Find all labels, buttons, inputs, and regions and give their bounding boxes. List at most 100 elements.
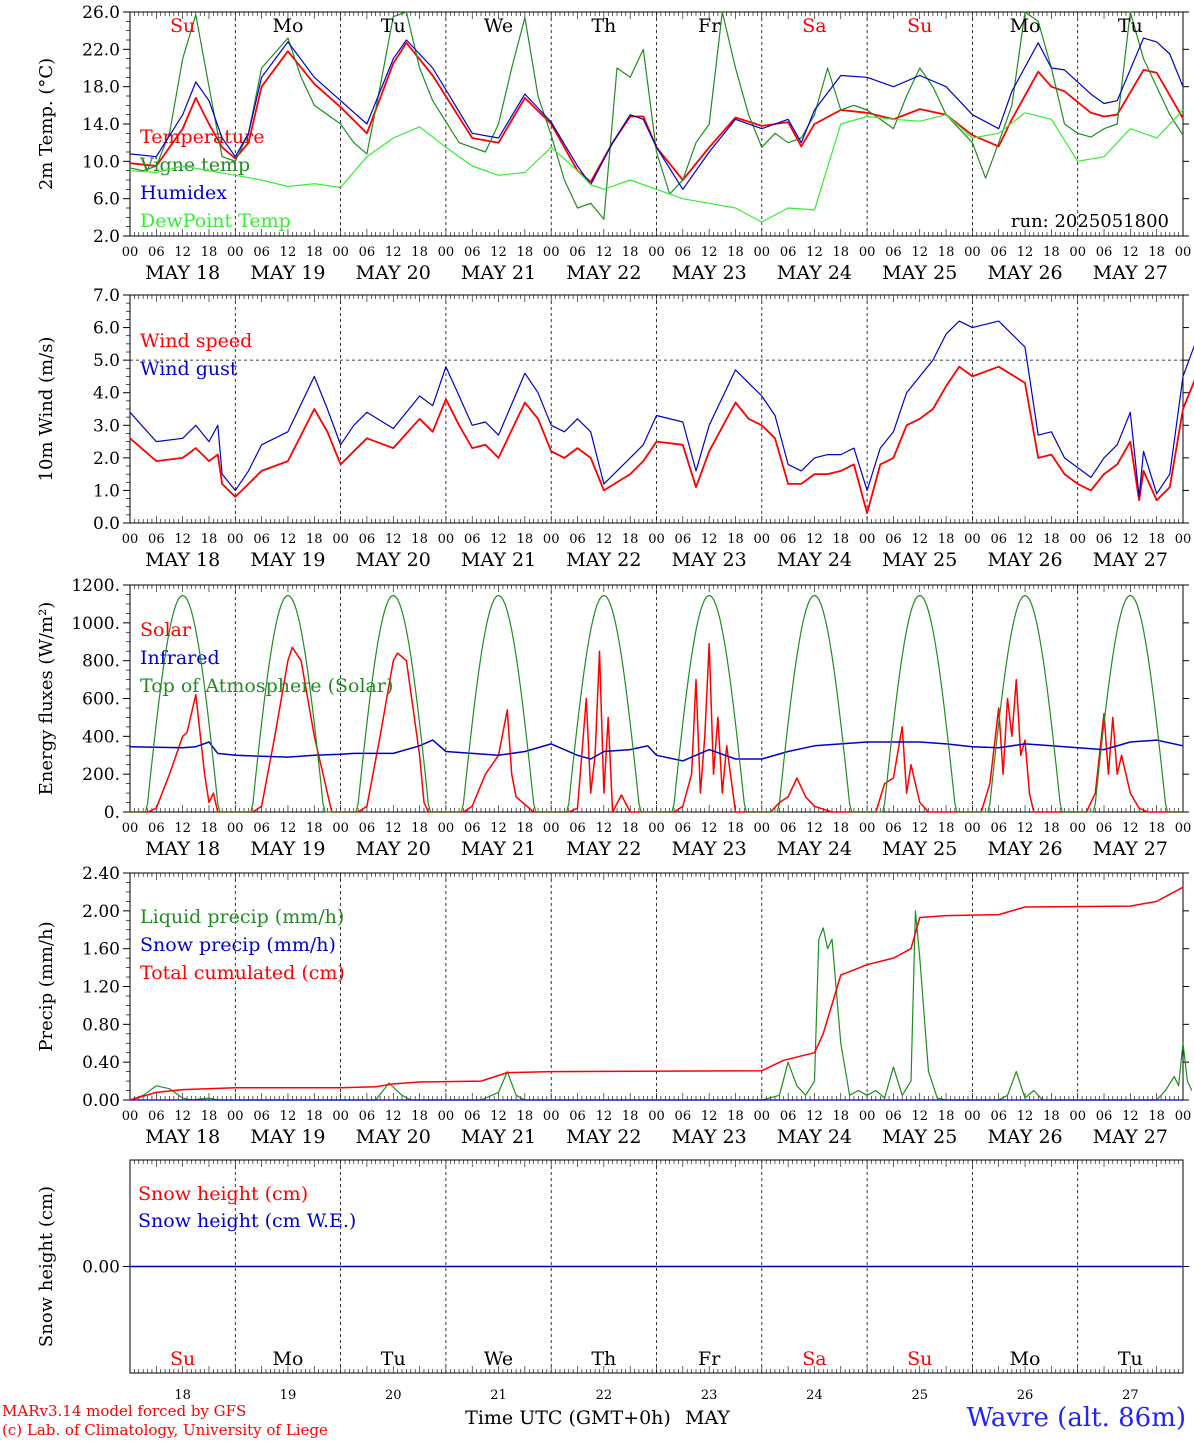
temp-hour-label: 12	[1122, 245, 1139, 260]
wind-series-line	[129, 365, 1194, 515]
precip-hour-label: 00	[122, 1109, 139, 1124]
credit-line-2: (c) Lab. of Climatology, University of L…	[2, 1421, 328, 1439]
temp-hour-label: 18	[833, 245, 850, 260]
wind-hour-label: 12	[911, 532, 928, 547]
precip-hour-label: 00	[964, 1109, 981, 1124]
temp-date-label: MAY 20	[356, 262, 431, 284]
wind-hour-label: 18	[411, 532, 428, 547]
wind-hour-label: 06	[885, 532, 902, 547]
weekday-label: Su	[907, 15, 932, 37]
energy-y-tick-label: 1200.	[71, 576, 120, 596]
wind-panel: 0.0 1.0 2.0 3.0 4.0 5.0 6.0 7.0 10m Wind (m/s) Wi…	[36, 286, 1194, 571]
energy-hour-label: 06	[148, 821, 165, 836]
precip-panel: 0.00 0.40 0.80 1.20 1.60 2.00 2.40 Precip (mm/h…	[36, 864, 1193, 1148]
precip-hour-label: 00	[438, 1109, 455, 1124]
precip-y-tick-label: 2.40	[82, 864, 120, 884]
energy-hour-label: 00	[859, 821, 876, 836]
precip-y-tick-label: 1.20	[82, 978, 120, 998]
wind-hour-label: 18	[938, 532, 955, 547]
snow-y-axis-label: Snow height (cm)	[36, 1186, 57, 1347]
weekday-label: Th	[591, 15, 616, 37]
precip-hour-label: 06	[464, 1109, 481, 1124]
temp-hour-label: 12	[280, 245, 297, 260]
wind-hour-label: 18	[306, 532, 323, 547]
snow-y-tick-label: 0.00	[82, 1258, 120, 1278]
energy-date-label: MAY 19	[250, 838, 325, 860]
temp-date-label: MAY 26	[987, 262, 1062, 284]
energy-y-tick-label: 800.	[82, 652, 120, 672]
precip-hour-label: 12	[911, 1109, 928, 1124]
credit-line-1: MARv3.14 model forced by GFS	[2, 1402, 247, 1420]
energy-series-line	[130, 594, 1183, 813]
wind-y-tick-label: 2.0	[93, 449, 120, 469]
precip-hour-label: 06	[569, 1109, 586, 1124]
weekday-label: Sa	[802, 1348, 826, 1370]
temp-hour-label: 06	[253, 245, 270, 260]
weekday-label: Sa	[802, 15, 826, 37]
temp-hour-label: 12	[1017, 245, 1034, 260]
precip-hour-label: 12	[174, 1109, 191, 1124]
energy-hour-label: 00	[648, 821, 665, 836]
wind-y-tick-label: 5.0	[93, 351, 120, 371]
energy-series-line	[129, 739, 1184, 762]
temp-date-label: MAY 24	[777, 262, 852, 284]
weekday-label: Su	[170, 15, 195, 37]
x-axis-label: Time UTC (GMT+0h)	[465, 1407, 671, 1429]
precip-y-tick-label: 0.00	[82, 1091, 120, 1111]
energy-hour-label: 06	[359, 821, 376, 836]
temp-hour-label: 12	[911, 245, 928, 260]
wind-hour-label: 00	[648, 532, 665, 547]
temp-hour-label: 06	[148, 245, 165, 260]
wind-hour-label: 00	[754, 532, 771, 547]
wind-hour-label: 12	[385, 532, 402, 547]
precip-date-label: MAY 21	[461, 1126, 536, 1148]
wind-date-label: MAY 26	[987, 549, 1062, 571]
precip-date-label: MAY 23	[672, 1126, 747, 1148]
precip-y-tick-label: 1.60	[82, 940, 120, 960]
precip-hour-label: 12	[806, 1109, 823, 1124]
energy-hour-label: 12	[806, 821, 823, 836]
precip-date-label: MAY 20	[356, 1126, 431, 1148]
bottom-day-number: 23	[701, 1388, 718, 1403]
energy-hour-label: 00	[754, 821, 771, 836]
wind-hour-label: 18	[517, 532, 534, 547]
energy-y-tick-label: 1000.	[71, 614, 120, 634]
temp-series-line	[129, 109, 1184, 223]
precip-date-label: MAY 25	[882, 1126, 957, 1148]
bottom-day-number: 21	[490, 1388, 507, 1403]
temp-hour-label: 12	[701, 245, 718, 260]
energy-panel: 0. 200. 400. 600. 800. 1000. 1200. Energy fluxe…	[36, 576, 1191, 860]
temp-y-tick-label: 14.0	[82, 115, 120, 135]
wind-y-axis-label: 10m Wind (m/s)	[36, 337, 57, 482]
energy-hour-label: 12	[1017, 821, 1034, 836]
wind-y-tick-label: 7.0	[93, 286, 120, 306]
wind-date-label: MAY 23	[672, 549, 747, 571]
precip-hour-label: 00	[543, 1109, 560, 1124]
precip-hour-label: 18	[201, 1109, 218, 1124]
temp-hour-label: 00	[964, 245, 981, 260]
wind-y-tick-label: 1.0	[93, 481, 120, 501]
temp-date-label: MAY 23	[672, 262, 747, 284]
wind-hour-label: 06	[148, 532, 165, 547]
weekday-label: Th	[591, 1348, 616, 1370]
precip-hour-label: 06	[885, 1109, 902, 1124]
precip-hour-label: 00	[859, 1109, 876, 1124]
precip-hour-label: 18	[727, 1109, 744, 1124]
energy-y-axis-label: Energy fluxes (W/m²)	[36, 602, 57, 796]
temp-date-label: MAY 22	[566, 262, 641, 284]
precip-y-tick-label: 0.40	[82, 1053, 120, 1073]
energy-hour-label: 00	[122, 821, 139, 836]
run-label: run: 2025051800	[1011, 211, 1169, 232]
temp-hour-label: 06	[990, 245, 1007, 260]
energy-hour-label: 00	[227, 821, 244, 836]
wind-hour-label: 18	[727, 532, 744, 547]
energy-hour-label: 18	[938, 821, 955, 836]
precip-hour-label: 06	[359, 1109, 376, 1124]
precip-y-axis-label: Precip (mm/h)	[36, 921, 57, 1051]
temp-hour-label: 18	[306, 245, 323, 260]
snow-legend-entry: Snow height (cm)	[138, 1183, 308, 1205]
temp-y-tick-label: 2.0	[93, 227, 120, 247]
bottom-day-number: 22	[596, 1388, 613, 1403]
energy-hour-label: 18	[517, 821, 534, 836]
wind-hour-label: 06	[675, 532, 692, 547]
